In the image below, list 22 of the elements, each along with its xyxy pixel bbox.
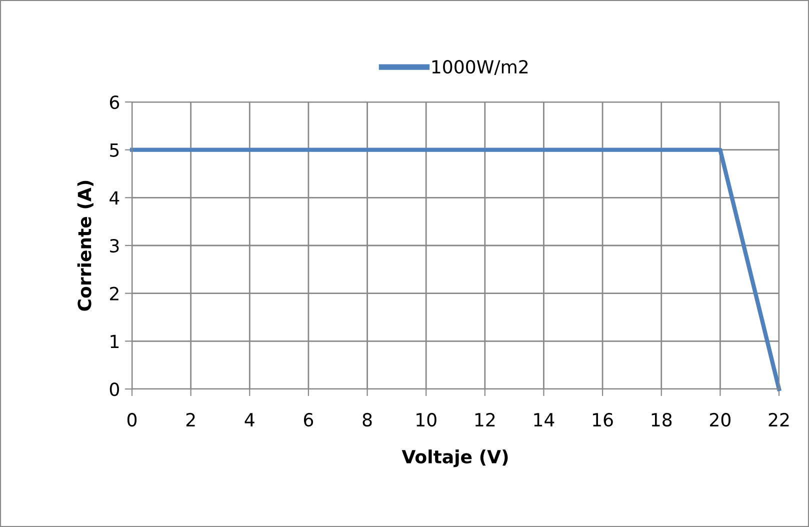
y-tick-label: 4 [110, 191, 120, 205]
x-tick-label: 4 [244, 413, 254, 426]
x-tick-label: 14 [534, 413, 554, 426]
x-tick-label: 0 [127, 412, 137, 427]
x-tick-label: 12 [475, 412, 495, 426]
y-axis-title: Corriente (A) [77, 180, 94, 311]
x-tick-label: 16 [593, 412, 613, 427]
y-tick-label: 3 [110, 238, 119, 253]
x-tick-label: 10 [416, 412, 436, 427]
legend-label: 1000W/m2 [432, 60, 528, 76]
x-axis-title: Voltaje (V) [402, 450, 508, 468]
y-tick-label: 2 [110, 286, 118, 300]
x-tick-label: 8 [362, 412, 372, 427]
y-tick-label: 1 [110, 334, 119, 348]
y-tick-label: 6 [110, 95, 120, 110]
x-tick-label: 20 [710, 412, 730, 427]
x-tick-label: 22 [768, 412, 789, 426]
x-tick-label: 6 [304, 412, 314, 427]
y-tick-label: 0 [110, 382, 119, 396]
x-tick-label: 2 [186, 412, 195, 426]
x-tick-label: 18 [652, 412, 672, 427]
y-tick-label: 5 [110, 144, 119, 157]
